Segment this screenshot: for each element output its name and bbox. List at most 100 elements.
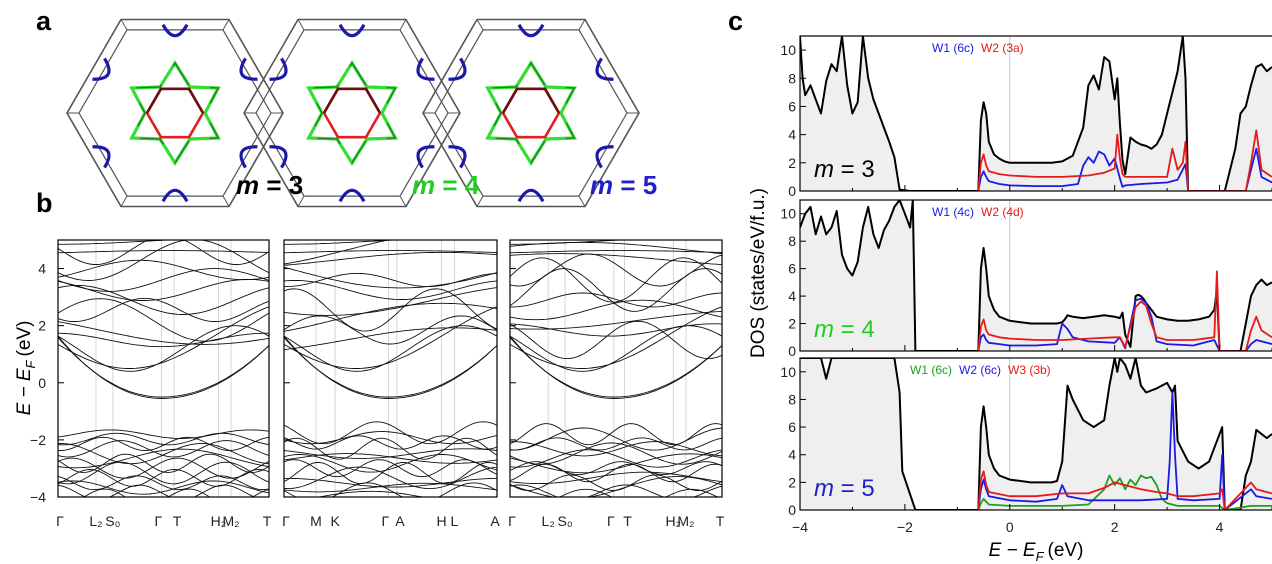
dos-series-w3-3b- [977,470,1272,510]
legend-entry: W1 (6c) [932,41,974,55]
ylabel-main: E − E [14,368,35,415]
band-line [284,288,497,332]
m-value: 5 [643,170,657,200]
band-line [284,435,497,450]
k-point-label: Γ [282,513,290,529]
band-lines [284,240,497,497]
bz-frame-edge [399,19,407,31]
k-point-label: H₂ [665,513,681,529]
m-symbol: m [236,170,259,200]
legend-entry: W1 (6c) [910,363,952,377]
m-value: 3 [861,156,874,183]
blue-pocket [595,57,614,81]
k-point-label: T [716,513,725,529]
m-symbol: m [814,156,834,183]
band-lines [510,240,722,497]
bands-y-tick-label: −2 [30,432,46,448]
legend-entry: W2 (6c) [959,363,1001,377]
fermi-surface-m-label: m = 3 [236,170,303,200]
band-line [58,440,269,458]
band-line [58,325,269,372]
band-line [83,488,269,497]
band-line [58,469,269,487]
band-line [510,461,722,476]
dos-panel-frame [799,199,1272,352]
blue-pocket [239,57,258,81]
m-equals: = [834,156,861,183]
dos-y-tick-label: 8 [788,233,796,249]
band-line [58,268,269,292]
dos-y-tick-label: 10 [780,42,796,58]
band-line [284,327,497,351]
band-line [58,484,256,497]
m-equals: = [834,316,861,343]
dos-y-tick-label: 0 [788,183,796,199]
fermi-surface-4 [243,18,461,208]
blue-pocket [416,145,435,169]
k-point-label: A [490,513,500,529]
legend-entry: W3 (3b) [1008,363,1051,377]
fermi-surface-5 [422,18,640,208]
ylabel-unit: (eV) [14,321,35,357]
total-dos-fill [800,358,1272,510]
band-panel-frame [283,239,498,498]
m-equals: = [259,170,289,200]
blue-pocket [517,188,545,203]
blue-pocket [92,57,111,81]
blue-pocket [338,188,366,203]
k-point-label: T [263,513,272,529]
dos-m-label: m = 4 [814,316,875,343]
band-line [284,287,497,316]
band-line [58,306,269,369]
dos-m-label: m = 3 [814,156,875,183]
band-line [58,332,269,348]
band-line [58,461,269,485]
k-point-label: H [437,513,447,529]
panel-label-a: a [36,6,52,36]
band-line [284,251,497,266]
band-line [284,477,497,488]
bz-frame-edge [120,195,128,207]
dos-series-w1-6c- [977,474,1272,510]
dos-y-tick-label: 6 [788,419,796,435]
legend-entry: W1 (4c) [932,205,974,219]
bz-frame-edge [120,19,128,31]
dos-y-tick-label: 2 [788,155,796,171]
band-line [58,297,269,322]
dos-y-tick-label: 4 [788,447,796,463]
dos-panel-m4: 0 2 4 6 8 10 W1 (4c) W2 (4d) m = 4 [780,199,1272,359]
band-line [284,454,497,473]
band-line [284,462,497,485]
m-symbol: m [814,475,834,502]
band-line [510,310,722,330]
dos-panel-m3: 0 2 4 6 8 10 W1 (6c) W2 (3a) m = 3 [780,35,1272,199]
band-line [284,453,497,464]
k-point-label: L₂ [89,513,102,529]
bz-frame-edge [476,19,484,31]
dos-y-tick-label: 2 [788,316,796,332]
band-line [510,471,722,485]
dos-m-label: m = 5 [814,475,875,502]
blue-pocket [448,57,467,81]
bands-y-axis-title: E − EF (eV) [14,321,38,416]
k-point-label: S₀ [558,513,573,529]
blue-pocket [416,57,435,81]
band-line [58,285,269,315]
band-line [58,432,269,446]
dos-series-w1-6c- [977,147,1272,191]
m-symbol: m [412,170,435,200]
dos-panel-m5: 0 2 4 6 8 10 W1 (6c) W2 (6c) W3 (3b) m = 5 [780,357,1272,518]
band-line [510,320,722,360]
m-value: 4 [465,170,480,200]
blue-pocket [239,145,258,169]
xlabel-sub: F [1036,549,1045,564]
m-symbol: m [814,316,834,343]
dos-x-tick-label: −4 [792,519,808,535]
band-line [58,429,269,439]
dos-y-tick-label: 6 [788,98,796,114]
bands-y-tick-label: −4 [30,489,46,505]
dos-plot-area [800,358,1272,510]
band-line [58,278,269,301]
